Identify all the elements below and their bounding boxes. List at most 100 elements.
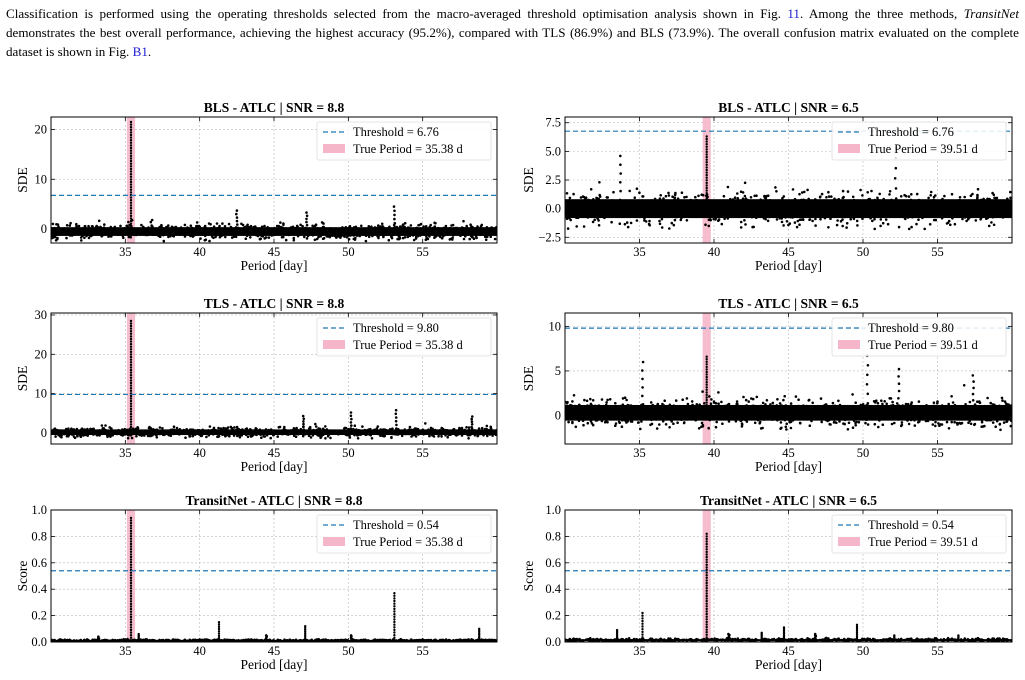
chart-title: TLS - ATLC | SNR = 8.8 — [204, 296, 345, 311]
paragraph-text-4: . — [147, 44, 152, 59]
x-tick-label: 55 — [931, 446, 944, 460]
y-axis-label: Score — [15, 561, 30, 592]
figure-reference-link[interactable]: 11 — [787, 6, 800, 21]
x-axis-label: Period [day] — [755, 258, 822, 273]
noise-band — [565, 404, 1012, 421]
y-axis-label: SDE — [521, 167, 536, 193]
legend: Threshold = 6.76 True Period = 39.51 d — [831, 121, 1007, 161]
plot-area — [565, 313, 1012, 444]
paragraph-text-1: Classification is performed using the op… — [6, 6, 781, 21]
data-points — [565, 135, 1012, 231]
y-tick-label: 0.6 — [31, 556, 47, 570]
caption-paragraph: Classification is performed using the op… — [6, 4, 1019, 61]
y-axis-label: SDE — [521, 366, 536, 392]
panel-5: 35 40 45 50 55 0.0 0.2 0.4 0.6 0.8 1.0 TransitNet -… — [15, 493, 498, 672]
legend: Threshold = 9.80 True Period = 35.38 d — [316, 317, 492, 357]
spike-points — [470, 415, 474, 434]
chart-title: TransitNet - ATLC | SNR = 8.8 — [185, 493, 362, 508]
noise-band — [51, 429, 497, 436]
x-axis-label: Period [day] — [240, 459, 307, 474]
spike-points — [394, 408, 398, 434]
y-tick-label: 0.0 — [545, 202, 561, 216]
spike-points — [96, 635, 101, 642]
y-tick-label: −2.5 — [538, 230, 561, 244]
y-tick-label: 0.4 — [545, 582, 561, 596]
legend-threshold-label: Threshold = 9.80 — [353, 321, 439, 335]
x-tick-label: 50 — [857, 245, 870, 259]
x-tick-label: 55 — [931, 644, 944, 658]
legend-threshold-label: Threshold = 6.76 — [868, 125, 954, 139]
x-tick-label: 40 — [708, 245, 721, 259]
y-tick-label: 30 — [35, 308, 48, 322]
y-tick-label: 10 — [549, 319, 562, 333]
legend-true-period-label: True Period = 39.51 d — [868, 338, 978, 352]
legend-threshold-label: Threshold = 6.76 — [353, 125, 439, 139]
spike-points — [301, 414, 306, 434]
legend-true-period-swatch — [323, 340, 345, 349]
chart-title: BLS - ATLC | SNR = 8.8 — [204, 100, 345, 115]
x-tick-label: 55 — [416, 644, 429, 658]
y-tick-label: 0.0 — [545, 635, 561, 649]
spike-points — [971, 374, 975, 415]
x-tick-label: 50 — [857, 644, 870, 658]
panel-2: 35 40 45 50 55 −2.5 0.0 2.5 5.0 7.5 BLS - ATLC | S… — [521, 100, 1013, 273]
legend-threshold-label: Threshold = 0.54 — [353, 518, 440, 532]
legend-true-period-swatch — [838, 144, 860, 153]
y-tick-label: 20 — [35, 122, 48, 136]
data-points — [565, 354, 1012, 432]
y-tick-label: 0.8 — [31, 529, 47, 543]
panel-4: 35 40 45 50 55 0 5 10 TLS - ATLC | SNR = 6.5 Peri… — [521, 296, 1013, 474]
legend-true-period-label: True Period = 35.38 d — [353, 338, 463, 352]
noise-band — [565, 199, 1012, 219]
spike-points — [813, 632, 818, 642]
x-tick-label: 45 — [782, 446, 795, 460]
y-tick-label: 10 — [35, 387, 48, 401]
spike-points — [727, 632, 731, 642]
spike-points — [618, 154, 622, 210]
y-tick-label: 0.2 — [31, 609, 47, 623]
x-tick-label: 50 — [857, 446, 870, 460]
x-tick-label: 40 — [193, 644, 206, 658]
chart-title: BLS - ATLC | SNR = 6.5 — [718, 100, 859, 115]
y-tick-label: 5.0 — [545, 144, 561, 158]
legend-true-period-label: True Period = 35.38 d — [353, 535, 463, 549]
x-tick-label: 45 — [268, 245, 281, 259]
x-tick-label: 40 — [193, 245, 206, 259]
x-tick-label: 50 — [342, 245, 355, 259]
y-tick-label: 0.2 — [545, 609, 561, 623]
legend: Threshold = 6.76 True Period = 35.38 d — [316, 121, 492, 161]
x-tick-label: 40 — [193, 446, 206, 460]
y-tick-label: 0.4 — [31, 582, 47, 596]
legend-box — [831, 514, 1007, 554]
spike-points — [641, 360, 645, 415]
spike-points — [304, 211, 309, 233]
legend-box — [316, 514, 492, 554]
y-tick-label: 20 — [35, 347, 48, 361]
y-tick-label: 1.0 — [31, 503, 47, 517]
panel-6: 35 40 45 50 55 0.0 0.2 0.4 0.6 0.8 1.0 TransitNet -… — [521, 493, 1013, 672]
x-tick-label: 40 — [708, 644, 721, 658]
x-axis-label: Period [day] — [755, 459, 822, 474]
method-name: TransitNet — [963, 6, 1019, 21]
spike-points — [349, 634, 353, 642]
legend-threshold-label: Threshold = 9.80 — [868, 321, 954, 335]
legend-true-period-label: True Period = 35.38 d — [353, 142, 463, 156]
x-tick-label: 50 — [342, 446, 355, 460]
x-tick-label: 55 — [416, 245, 429, 259]
legend-true-period-label: True Period = 39.51 d — [868, 142, 978, 156]
x-axis-label: Period [day] — [755, 657, 822, 672]
legend: Threshold = 0.54 True Period = 39.51 d — [831, 514, 1007, 554]
plot-area — [51, 313, 497, 444]
x-tick-label: 35 — [633, 446, 646, 460]
x-tick-label: 40 — [708, 446, 721, 460]
appendix-figure-reference-link[interactable]: B1 — [132, 44, 148, 59]
y-tick-label: 0.8 — [545, 529, 561, 543]
x-tick-label: 45 — [268, 446, 281, 460]
y-tick-label: 0.6 — [545, 556, 561, 570]
y-tick-label: 5 — [555, 364, 561, 378]
legend: Threshold = 0.54 True Period = 35.38 d — [316, 514, 492, 554]
legend-true-period-label: True Period = 39.51 d — [868, 535, 978, 549]
legend-box — [316, 317, 492, 357]
y-axis-label: Score — [521, 561, 536, 592]
y-tick-label: 2.5 — [545, 173, 561, 187]
